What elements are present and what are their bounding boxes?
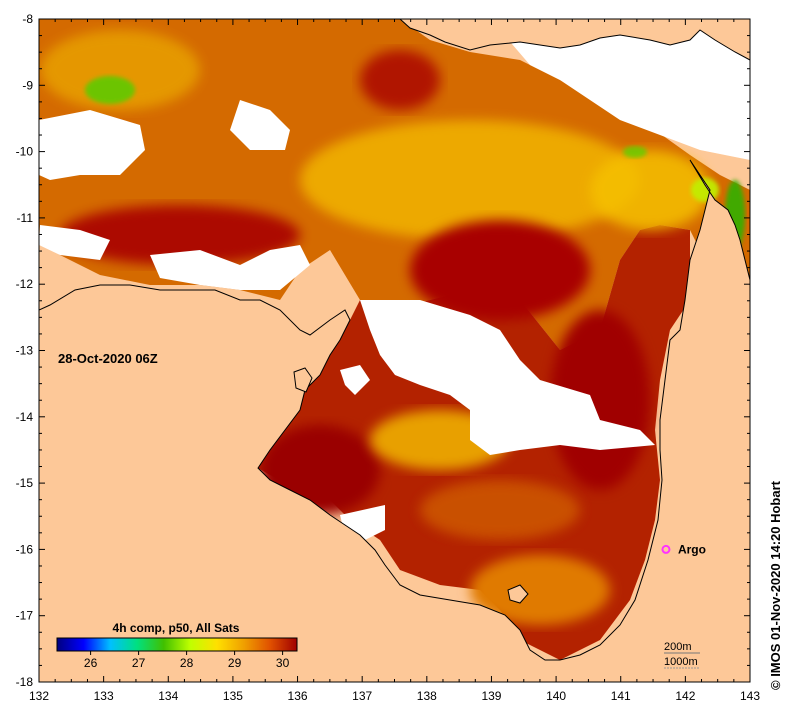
- lat-tick-label: -18: [16, 675, 34, 689]
- colorbar-title: 4h comp, p50, All Sats: [113, 621, 240, 635]
- sst-cool-nw: [85, 76, 135, 104]
- colorbar-tick-label: 30: [276, 656, 290, 670]
- date-label: 28-Oct-2020 06Z: [58, 351, 158, 366]
- colorbar-tick-label: 28: [180, 656, 194, 670]
- lat-tick-label: -12: [16, 277, 34, 291]
- lon-tick-label: 135: [223, 689, 243, 703]
- lat-tick-label: -13: [16, 344, 34, 358]
- lat-tick-label: -14: [16, 410, 34, 424]
- sst-plume-east: [590, 150, 710, 230]
- lat-tick-label: -17: [16, 609, 34, 623]
- sst-hot-west: [60, 205, 300, 265]
- axis-ticks: [38, 18, 751, 683]
- cloud-mask: [39, 19, 750, 540]
- lon-axis-labels: 132 133 134 135 136 137 138 139 140 141 142 143: [29, 689, 760, 703]
- contour-label-200m: 200m: [664, 641, 692, 653]
- contour-label-1000m: 1000m: [664, 656, 698, 668]
- credit-text: © IMOS 01-Nov-2020 14:20 Hobart: [768, 480, 783, 690]
- sst-gulf-mid: [420, 480, 580, 540]
- colorbar-tick-label: 26: [84, 656, 98, 670]
- colorbar-ticks: 26 27 28 29 30: [84, 651, 290, 670]
- lon-tick-label: 136: [288, 689, 308, 703]
- lon-tick-label: 137: [352, 689, 372, 703]
- lon-tick-label: 132: [29, 689, 49, 703]
- lat-tick-label: -10: [16, 145, 34, 159]
- argo-marker[interactable]: Argo: [661, 542, 706, 556]
- lon-tick-label: 143: [740, 689, 760, 703]
- colorbar-tick-label: 29: [228, 656, 242, 670]
- argo-label: Argo: [678, 542, 706, 556]
- argo-marker-icon: [661, 544, 671, 554]
- colorbar-tick-label: 27: [132, 656, 146, 670]
- sst-hot-center: [410, 220, 590, 320]
- lat-axis-labels: -8 -9 -10 -11 -12 -13 -14 -15 -16 -17 -18: [16, 12, 34, 689]
- sst-cool-mid: [623, 146, 647, 158]
- colorbar-gradient: [56, 637, 298, 652]
- sst-warm-plume: [300, 120, 640, 240]
- lat-tick-label: -16: [16, 542, 34, 556]
- lon-tick-label: 133: [94, 689, 114, 703]
- lat-tick-label: -9: [22, 78, 33, 92]
- lon-tick-label: 138: [417, 689, 437, 703]
- lon-tick-label: 134: [158, 689, 178, 703]
- lon-tick-label: 140: [546, 689, 566, 703]
- lat-tick-label: -8: [22, 12, 33, 26]
- lat-tick-label: -11: [17, 211, 34, 225]
- lat-tick-label: -15: [16, 476, 34, 490]
- sst-hot-north: [360, 50, 440, 110]
- lon-tick-label: 141: [611, 689, 631, 703]
- lon-tick-label: 139: [481, 689, 501, 703]
- coastline: [39, 19, 750, 682]
- sst-gulf-south: [470, 555, 610, 625]
- colorbar: 4h comp, p50, All Sats 26 27 28 29 30: [56, 621, 298, 670]
- lon-tick-label: 142: [675, 689, 695, 703]
- sst-plume-west: [40, 30, 200, 110]
